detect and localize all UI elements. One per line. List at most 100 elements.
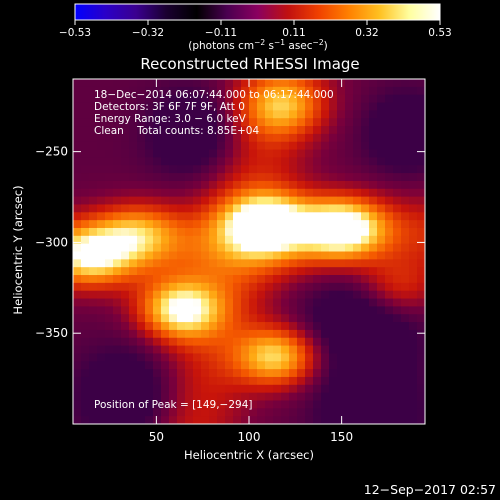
- colorbar-tick-label: 0.53: [428, 27, 451, 39]
- heatmap-cell: [129, 306, 138, 315]
- heatmap-cell: [169, 227, 178, 237]
- heatmap-cell: [129, 275, 138, 284]
- heatmap-cell: [297, 267, 306, 276]
- heatmap-cell: [313, 392, 322, 402]
- heatmap-cell: [161, 157, 170, 166]
- heatmap-cell: [81, 180, 90, 190]
- axis-ticks: 50 100 150−250−300−350: [35, 79, 425, 444]
- heatmap-cell: [321, 173, 330, 182]
- heatmap-cell: [113, 196, 122, 206]
- heatmap-cell: [289, 204, 298, 213]
- heatmap-cell: [153, 400, 162, 409]
- heatmap-cell: [289, 133, 298, 143]
- heatmap-cell: [225, 102, 234, 111]
- heatmap-cell: [169, 345, 178, 355]
- heatmap-cell: [121, 196, 130, 206]
- heatmap-cell: [137, 337, 146, 347]
- heatmap-cell: [233, 149, 242, 159]
- heatmap-cell: [321, 157, 330, 166]
- heatmap-cell: [393, 196, 402, 206]
- heatmap-cell: [225, 220, 234, 229]
- heatmap-cell: [145, 110, 154, 119]
- heatmap-cell: [193, 126, 202, 135]
- heatmap-cell: [137, 416, 146, 424]
- heatmap-cell: [97, 86, 106, 96]
- heatmap-cell: [369, 196, 378, 206]
- heatmap-cell: [401, 345, 410, 355]
- heatmap-cell: [97, 141, 106, 151]
- heatmap-cell: [273, 165, 282, 174]
- heatmap-cell: [209, 400, 218, 409]
- heatmap-cell: [97, 157, 106, 166]
- heatmap-cell: [73, 204, 82, 213]
- heatmap-cell: [113, 384, 122, 394]
- heatmap-cell: [353, 196, 362, 206]
- heatmap-cell: [377, 290, 386, 300]
- heatmap-cell: [393, 306, 402, 315]
- heatmap-cell: [209, 149, 218, 159]
- heatmap-cell: [345, 141, 354, 151]
- heatmap-cell: [337, 173, 346, 182]
- heatmap-cell: [377, 126, 386, 135]
- heatmap-cell: [377, 118, 386, 127]
- heatmap-cell: [153, 126, 162, 135]
- heatmap-cell: [265, 149, 274, 159]
- heatmap-cell: [73, 157, 82, 166]
- heatmap-cell: [409, 118, 418, 127]
- heatmap-cell: [241, 212, 250, 221]
- heatmap-cell: [321, 306, 330, 315]
- heatmap-cell: [313, 165, 322, 174]
- heatmap-cell: [177, 196, 186, 206]
- heatmap-cell: [305, 337, 314, 347]
- heatmap-cell: [409, 133, 418, 143]
- heatmap-cell: [409, 220, 418, 229]
- heatmap-cell: [369, 212, 378, 221]
- heatmap-cell: [393, 400, 402, 409]
- heatmap-cell: [177, 110, 186, 119]
- heatmap-cell: [201, 227, 210, 237]
- heatmap-cell: [417, 416, 425, 424]
- heatmap-cell: [345, 322, 354, 331]
- heatmap-cell: [233, 329, 242, 339]
- heatmap-cell: [209, 243, 218, 253]
- heatmap-cell: [105, 361, 114, 370]
- heatmap-cell: [369, 251, 378, 260]
- heatmap-cell: [297, 133, 306, 143]
- heatmap-cell: [265, 400, 274, 409]
- heatmap-cell: [217, 196, 226, 206]
- heatmap-cell: [209, 227, 218, 237]
- heatmap-cell: [385, 165, 394, 174]
- heatmap-cell: [417, 329, 425, 339]
- heatmap-cell: [153, 416, 162, 424]
- heatmap-cell: [81, 212, 90, 221]
- heatmap-cell: [321, 188, 330, 198]
- heatmap-cell: [233, 235, 242, 245]
- heatmap-cell: [345, 149, 354, 159]
- heatmap-cell: [329, 345, 338, 355]
- heatmap-cell: [393, 243, 402, 253]
- heatmap-cell: [169, 165, 178, 174]
- heatmap-cell: [233, 251, 242, 260]
- heatmap-cell: [81, 157, 90, 166]
- heatmap-cell: [233, 133, 242, 143]
- heatmap-cell: [401, 204, 410, 213]
- heatmap-cell: [377, 353, 386, 362]
- heatmap-cell: [177, 290, 186, 300]
- y-axis-label: Heliocentric Y (arcsec): [11, 185, 25, 314]
- heatmap-cell: [145, 353, 154, 362]
- heatmap-cell: [321, 220, 330, 229]
- heatmap-cell: [209, 322, 218, 331]
- heatmap-cell: [105, 157, 114, 166]
- heatmap-cell: [97, 118, 106, 127]
- heatmap-cell: [193, 235, 202, 245]
- heatmap-cell: [289, 369, 298, 378]
- heatmap-cell: [137, 157, 146, 166]
- heatmap-cell: [89, 102, 98, 111]
- heatmap-cell: [193, 275, 202, 284]
- heatmap-cell: [145, 251, 154, 260]
- heatmap-cell: [281, 173, 290, 182]
- annotation-peak-position: Position of Peak = [149,−294]: [94, 399, 253, 411]
- x-tick-label: 50: [149, 430, 164, 444]
- heatmap-cell: [265, 337, 274, 347]
- heatmap-cell: [353, 188, 362, 198]
